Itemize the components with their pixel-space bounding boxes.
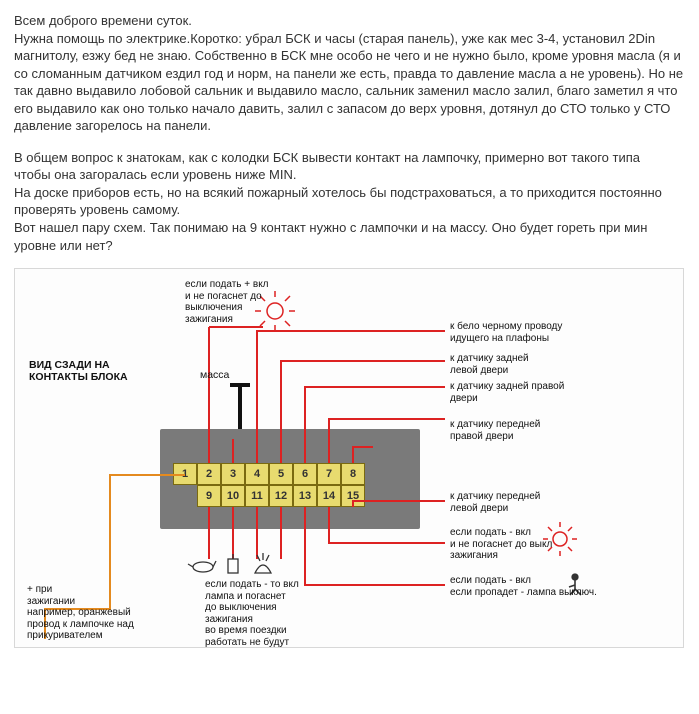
paragraph: Всем доброго времени суток. bbox=[14, 12, 685, 30]
paragraph: В общем вопрос к знатокам, как с колодки… bbox=[14, 149, 685, 167]
paragraph: чтобы она загоралась если уровень ниже M… bbox=[14, 166, 685, 184]
label-top-left: если подать + вкл и не погаснет до выклю… bbox=[185, 279, 269, 325]
label-r1: к бело черному проводу идущего на плафон… bbox=[450, 321, 562, 344]
paragraph: Нужна помощь по электрике.Коротко: убрал… bbox=[14, 30, 685, 135]
paragraph: Вот нашел пару схем. Так понимаю на 9 ко… bbox=[14, 219, 685, 254]
view-label: ВИД СЗАДИ НА КОНТАКТЫ БЛОКА bbox=[29, 359, 128, 383]
post-text-2: В общем вопрос к знатокам, как с колодки… bbox=[14, 149, 685, 254]
label-r2: к датчику задней левой двери bbox=[450, 353, 529, 376]
label-bottom-left: + при зажигании например, оранжевый пров… bbox=[27, 584, 134, 642]
label-r4: к датчику передней правой двери bbox=[450, 419, 540, 442]
label-bottom-mid: если подать - то вкл лампа и погаснет до… bbox=[205, 579, 299, 648]
wiring-diagram: 1 2 3 4 5 6 7 8 9 10 11 12 13 14 15 bbox=[14, 268, 684, 648]
paragraph: На доске приборов есть, но на всякий пож… bbox=[14, 184, 685, 219]
label-r7: если подать - вкл если пропадет - лампа … bbox=[450, 575, 597, 598]
mass-label: масса bbox=[200, 369, 229, 381]
label-r3: к датчику задней правой двери bbox=[450, 381, 564, 404]
post-text-1: Всем доброго времени суток. Нужна помощь… bbox=[14, 12, 685, 135]
label-r5: к датчику передней левой двери bbox=[450, 491, 540, 514]
label-r6: если подать - вкл и не погаснет до выкл … bbox=[450, 527, 552, 562]
